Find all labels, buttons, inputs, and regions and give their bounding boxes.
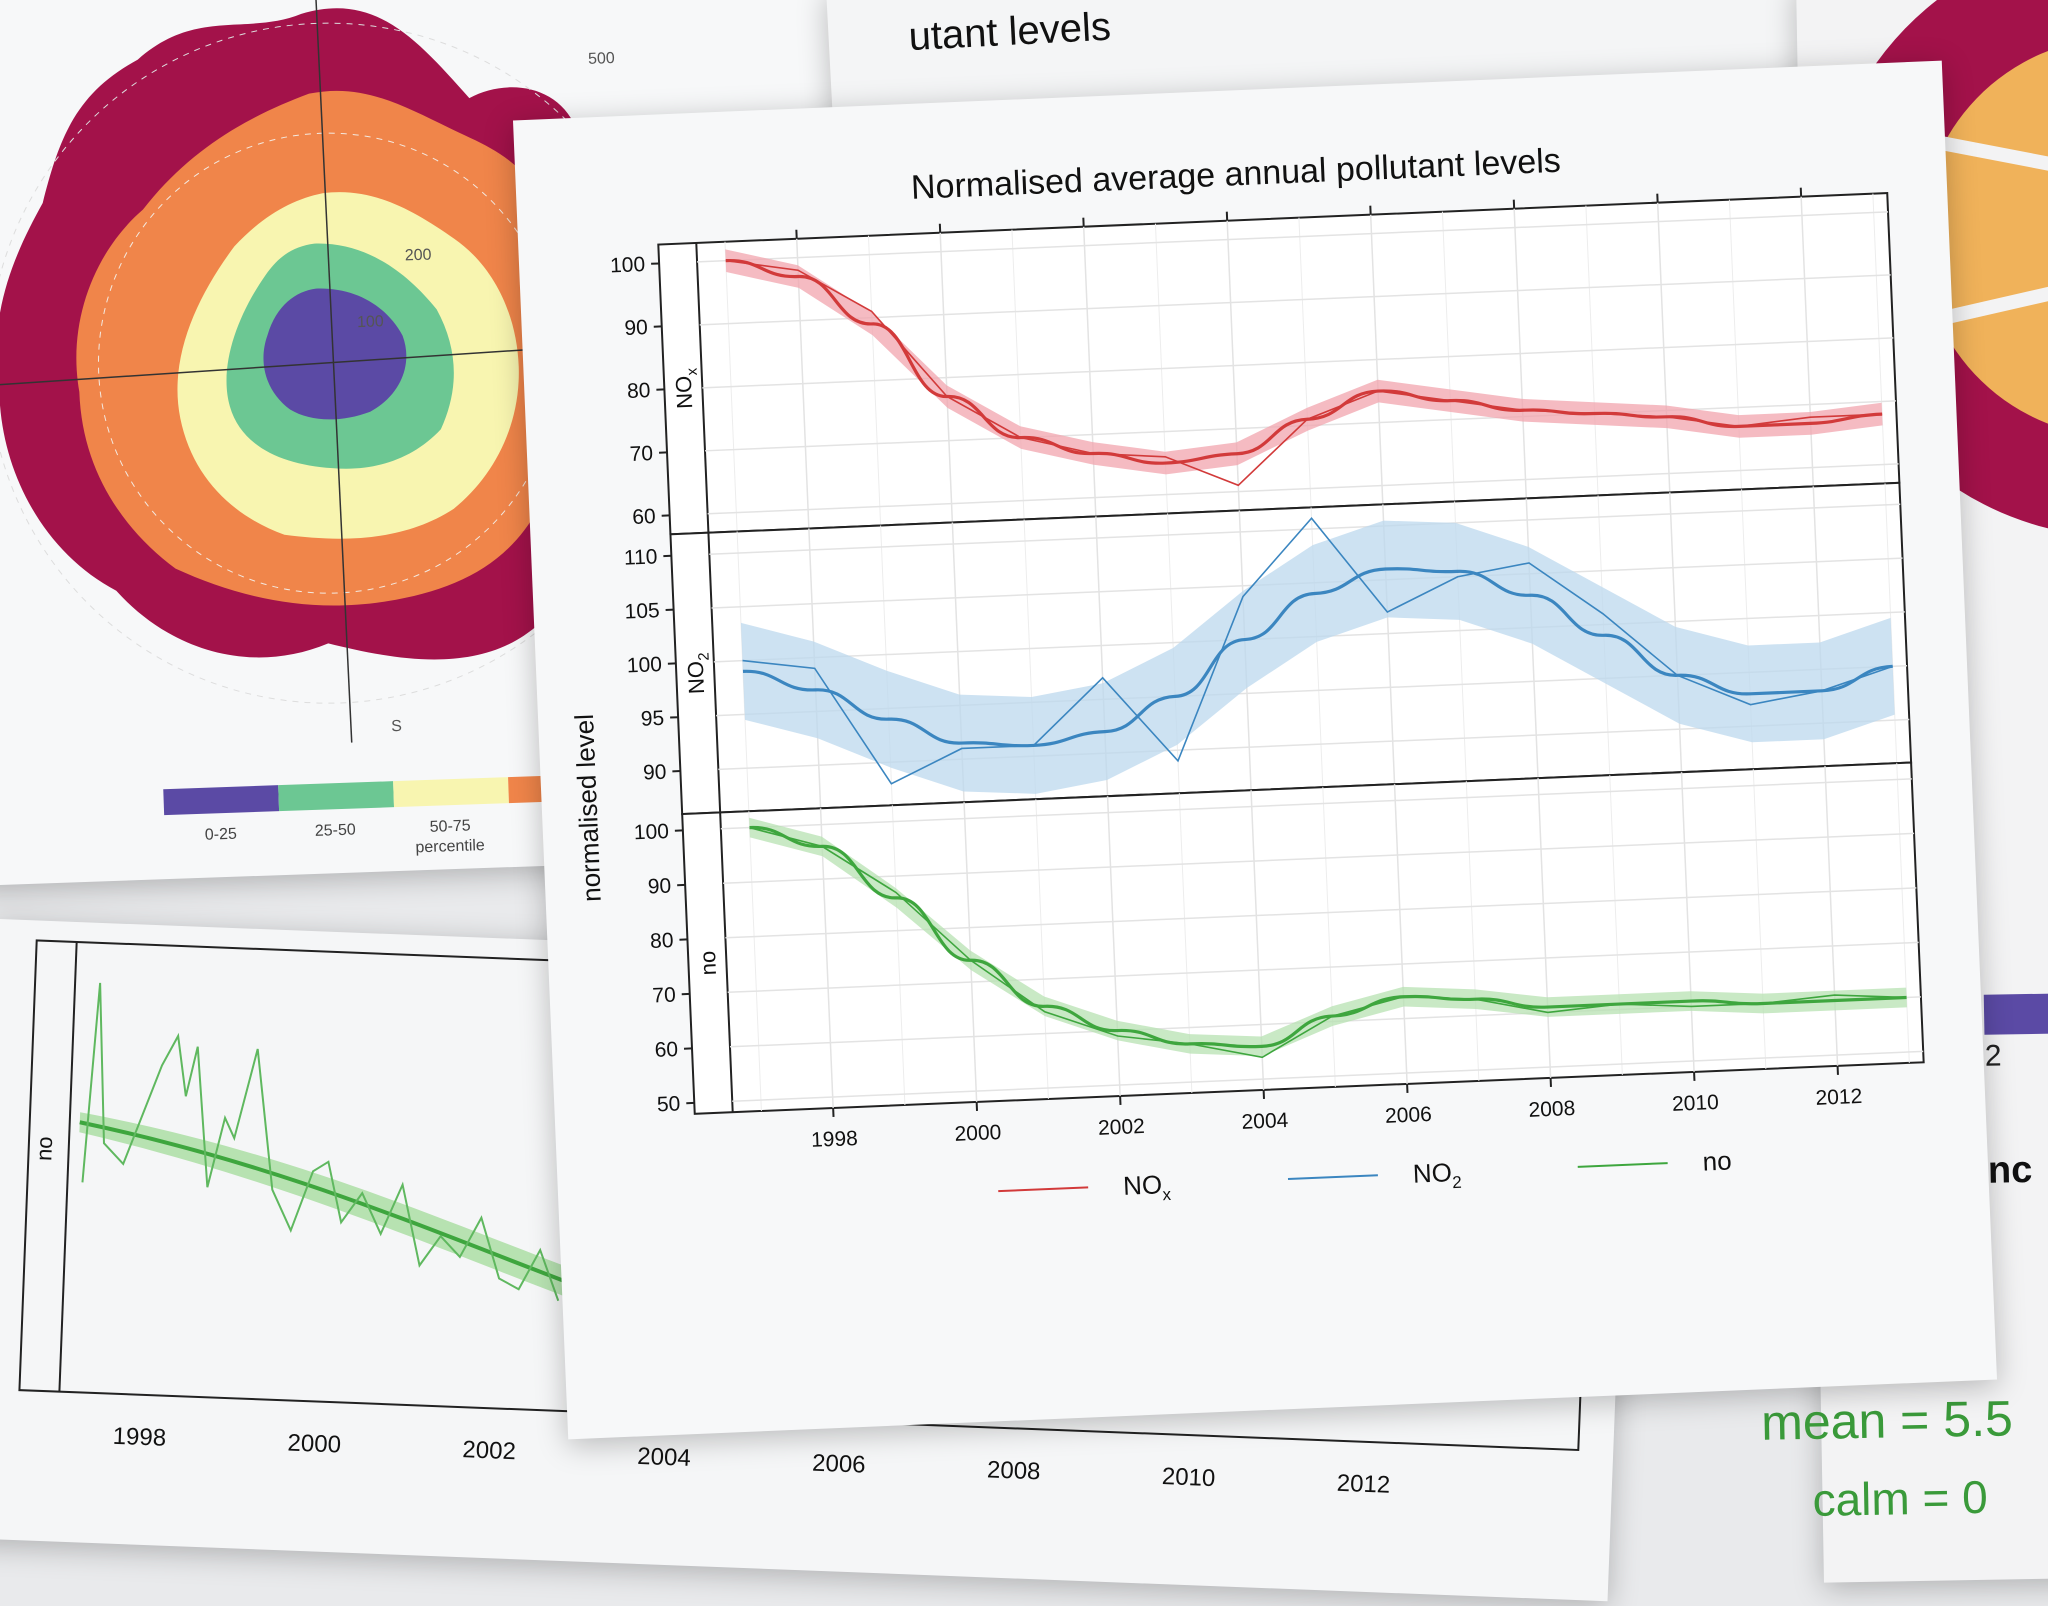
no-timeseries-band [74, 1112, 585, 1301]
x-tick-label: 2000 [287, 1429, 341, 1458]
legend-label: 25-50 [315, 822, 357, 840]
x-tick-label: 2010 [1161, 1463, 1215, 1492]
legend-swatch-25-50 [278, 781, 394, 811]
right-legend-number: 2 [1985, 1039, 2002, 1073]
chart-title: Normalised average annual pollutant leve… [910, 142, 1561, 207]
legend-label-sub: 2 [1452, 1173, 1462, 1192]
y-tick-label: 50 [656, 1092, 680, 1116]
legend-title: percentile [415, 837, 485, 856]
main-chart: Normalised average annual pollutant leve… [513, 61, 1997, 1440]
y-tick-label: 100 [633, 820, 669, 844]
y-tick-label: 90 [647, 874, 671, 898]
legend-swatch-0-25 [163, 785, 279, 815]
x-tick-label: 2008 [987, 1456, 1041, 1485]
legend-label: no [1702, 1145, 1732, 1176]
y-tick-label: 70 [629, 442, 653, 466]
polar-radius-label: 100 [357, 313, 384, 331]
x-tick-label: 2006 [1385, 1103, 1433, 1128]
mean-text: mean = 5.5 [1761, 1389, 2014, 1451]
no-timeseries-x-ticks: 1998 2000 2002 2004 2006 2008 2010 2012 [112, 1423, 1390, 1499]
x-tick-label: 2012 [1815, 1085, 1863, 1110]
x-tick-label: 2010 [1672, 1091, 1720, 1116]
legend-swatch-50-75 [393, 777, 509, 807]
y-tick-label: 95 [640, 707, 664, 731]
calm-text: calm = 0 [1812, 1470, 1988, 1527]
chart-legend: NOx NO2 no [998, 1145, 1733, 1211]
legend-line [1288, 1175, 1378, 1179]
y-tick-label: 60 [632, 505, 656, 529]
polar-south-label: S [391, 718, 402, 735]
y-tick-label: 110 [623, 545, 657, 569]
y-tick-label: 90 [643, 761, 667, 785]
x-tick-label: 2002 [462, 1436, 516, 1465]
y-axis-label: normalised level [569, 714, 607, 903]
x-tick-label: 2000 [954, 1121, 1002, 1146]
no-strip-divider [59, 942, 76, 1392]
x-tick-label: 1998 [811, 1127, 859, 1152]
x-tick-label: 2012 [1336, 1470, 1390, 1499]
x-tick-label: 1998 [112, 1423, 166, 1452]
y-tick-label: 60 [654, 1038, 678, 1062]
x-tick-label: 2002 [1098, 1115, 1146, 1140]
legend-label: 50-75 [429, 817, 471, 835]
right-legend-swatch [1984, 992, 2048, 1035]
legend-line [1578, 1163, 1668, 1167]
main-chart-sheet: Normalised average annual pollutant leve… [513, 61, 1997, 1440]
y-tick-label: 80 [627, 379, 651, 403]
strip-label-sub: 2 [695, 652, 712, 661]
title-fragment: utant levels [908, 5, 1112, 61]
strip-label: no [695, 950, 721, 976]
legend-label: 0-25 [205, 826, 238, 844]
strip-label-sub: x [683, 367, 700, 376]
x-tick-label: 2006 [812, 1450, 866, 1479]
panels-layer: 10090807060NOx1101051009590NO21009080706… [609, 193, 1923, 1117]
y-tick-label: 80 [650, 929, 674, 953]
legend-label: NOx [1123, 1169, 1172, 1206]
panel-no: 100 90 80 70 60 50 no [633, 763, 1924, 1117]
polar-radius-label: 200 [404, 247, 431, 265]
y-tick-label: 105 [624, 599, 660, 623]
no-timeseries-ylabel: no [31, 1136, 57, 1161]
y-tick-label: 90 [624, 316, 648, 340]
legend-label-sub: x [1162, 1185, 1172, 1204]
x-tick-label: 2008 [1528, 1097, 1576, 1122]
legend-line [998, 1187, 1088, 1191]
x-tick-label: 2004 [1241, 1109, 1289, 1134]
legend-label: NO2 [1412, 1157, 1462, 1194]
x-tick-label: 2004 [637, 1443, 691, 1472]
y-tick-label: 100 [626, 653, 662, 677]
panel-frame [682, 763, 1923, 1114]
y-tick-label: 70 [652, 983, 676, 1007]
polar-radius-label: 500 [588, 50, 615, 68]
y-tick-label: 100 [610, 253, 646, 277]
